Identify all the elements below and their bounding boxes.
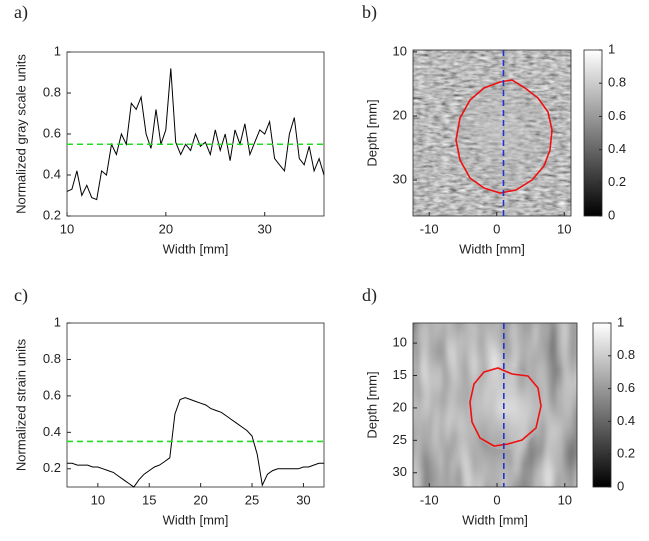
x-tick-label: -10 xyxy=(420,221,439,236)
y-tick-label: 10 xyxy=(393,335,407,350)
colorbar-tick-label: 0.2 xyxy=(617,446,635,461)
y-tick-label: 0.2 xyxy=(43,207,61,222)
y-axis-label: Normalized gray scale units xyxy=(13,54,28,214)
axes-frame xyxy=(66,322,325,488)
x-tick-label: 10 xyxy=(557,221,571,236)
data-line xyxy=(66,68,325,201)
panel-label: a) xyxy=(14,2,28,23)
colorbar-tick-label: 0.4 xyxy=(617,413,635,428)
x-axis-label: Width [mm] xyxy=(462,512,528,527)
colorbar-tick-label: 0.2 xyxy=(608,174,626,189)
y-tick-label: 0.2 xyxy=(43,460,61,475)
y-tick-label: 0.4 xyxy=(43,424,61,439)
colorbar xyxy=(583,49,603,217)
colorbar-tick-label: 0.8 xyxy=(617,347,635,362)
y-tick-label: 20 xyxy=(393,107,407,122)
axes-frame xyxy=(412,322,578,488)
y-tick-label: 0.8 xyxy=(43,84,61,99)
y-axis-label: Normalized strain units xyxy=(13,338,28,471)
y-tick-label: 20 xyxy=(393,399,407,414)
x-tick-label: 10 xyxy=(91,492,105,507)
ultrasound-image xyxy=(413,50,571,216)
y-tick-label: 1 xyxy=(54,314,61,329)
colorbar-tick-label: 0.6 xyxy=(617,380,635,395)
x-tick-label: 10 xyxy=(558,492,572,507)
y-axis-label: Depth [mm] xyxy=(364,371,379,438)
y-tick-label: 30 xyxy=(393,464,407,479)
colorbar-tick-label: 0.4 xyxy=(608,141,626,156)
x-tick-label: 0 xyxy=(493,221,500,236)
colorbar-tick-label: 1 xyxy=(617,314,624,329)
x-tick-label: 0 xyxy=(493,492,500,507)
strain-image xyxy=(413,323,577,487)
y-tick-label: 0.4 xyxy=(43,166,61,181)
x-axis-label: Width [mm] xyxy=(163,512,229,527)
y-tick-label: 30 xyxy=(393,172,407,187)
lesion-contour xyxy=(455,79,553,194)
x-axis-label: Width [mm] xyxy=(163,241,229,256)
y-tick-label: 0.8 xyxy=(43,351,61,366)
x-tick-label: 30 xyxy=(257,221,271,236)
colorbar-tick-label: 0.6 xyxy=(608,108,626,123)
colorbar-tick-label: 0.8 xyxy=(608,75,626,90)
y-tick-label: 0.6 xyxy=(43,125,61,140)
panel-label: b) xyxy=(362,2,377,23)
y-tick-label: 25 xyxy=(393,432,407,447)
x-tick-label: -10 xyxy=(420,492,439,507)
x-tick-label: 20 xyxy=(159,221,173,236)
y-tick-label: 1 xyxy=(54,43,61,58)
colorbar xyxy=(592,322,612,488)
data-line xyxy=(67,397,324,488)
colorbar-tick-label: 0 xyxy=(608,207,615,222)
colorbar-tick-label: 0 xyxy=(617,478,624,493)
x-tick-label: 30 xyxy=(296,492,310,507)
lesion-contour xyxy=(469,367,542,447)
x-tick-label: 25 xyxy=(245,492,259,507)
panel-label: c) xyxy=(14,285,28,306)
colorbar-tick-label: 1 xyxy=(608,41,615,56)
x-tick-label: 15 xyxy=(142,492,156,507)
x-axis-label: Width [mm] xyxy=(459,241,525,256)
y-axis-label: Depth [mm] xyxy=(364,99,379,166)
y-tick-label: 0.6 xyxy=(43,387,61,402)
y-tick-label: 15 xyxy=(393,367,407,382)
panel-label: d) xyxy=(362,285,377,306)
x-tick-label: 20 xyxy=(193,492,207,507)
axes-frame xyxy=(412,49,572,217)
y-tick-label: 10 xyxy=(393,43,407,58)
x-tick-label: 10 xyxy=(60,221,74,236)
